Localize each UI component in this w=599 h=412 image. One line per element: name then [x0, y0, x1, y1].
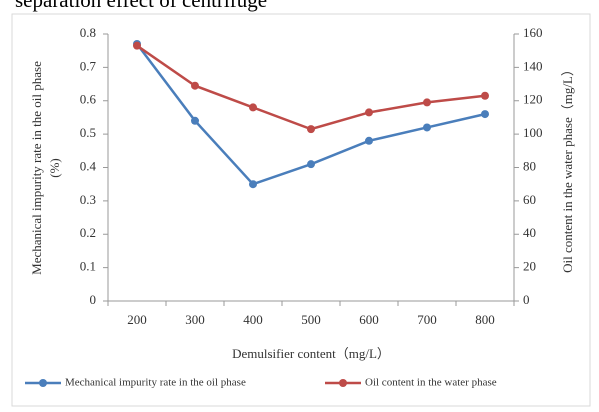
y-tick-label: 0.6	[80, 92, 97, 107]
x-tick-label: 700	[417, 312, 437, 327]
x-tick-label: 300	[185, 312, 205, 327]
y-axis-label: (%)	[47, 158, 62, 178]
data-point	[249, 103, 257, 112]
y-axis-label: Mechanical impurity rate in the oil phas…	[29, 61, 44, 275]
x-tick-label: 500	[301, 312, 321, 327]
y2-tick-label: 20	[523, 259, 536, 274]
legend-marker	[339, 379, 347, 387]
data-point	[423, 98, 431, 107]
y-tick-label: 0.3	[80, 192, 96, 207]
data-point	[249, 180, 257, 189]
data-point	[307, 160, 315, 169]
y2-axis-label: Oil content in the water phase（mg/L）	[560, 63, 575, 273]
data-point	[191, 81, 199, 90]
y2-tick-label: 120	[523, 92, 543, 107]
data-point	[133, 41, 141, 50]
x-tick-label: 200	[127, 312, 147, 327]
data-point	[423, 123, 431, 132]
legend-label: Oil content in the water phase	[365, 377, 497, 389]
chart-frame	[11, 13, 591, 407]
x-tick-label: 400	[243, 312, 263, 327]
chart-title: separation effect of centrifuge	[15, 0, 267, 12]
data-point	[191, 116, 199, 125]
y-tick-label: 0.4	[80, 158, 97, 173]
x-tick-label: 800	[475, 312, 495, 327]
y-tick-label: 0.7	[80, 58, 97, 73]
y-tick-label: 0	[90, 292, 97, 307]
y-tick-label: 0.5	[80, 125, 96, 140]
y2-tick-label: 40	[523, 225, 536, 240]
y2-tick-label: 0	[523, 292, 530, 307]
data-point	[365, 136, 373, 145]
legend-label: Mechanical impurity rate in the oil phas…	[65, 377, 246, 389]
y-tick-label: 0.2	[80, 225, 96, 240]
data-point	[307, 125, 315, 134]
x-tick-label: 600	[359, 312, 379, 327]
y2-tick-label: 60	[523, 192, 536, 207]
y2-tick-label: 80	[523, 158, 536, 173]
series-line	[136, 44, 486, 131]
y2-tick-label: 100	[523, 125, 543, 140]
y-tick-label: 0.1	[80, 259, 96, 274]
data-point	[481, 91, 489, 100]
y2-tick-label: 160	[523, 25, 543, 40]
y2-tick-label: 140	[523, 58, 543, 73]
data-point	[365, 108, 373, 117]
data-point	[481, 110, 489, 119]
legend-marker	[39, 379, 47, 387]
y-tick-label: 0.8	[80, 25, 96, 40]
x-axis-label: Demulsifier content（mg/L）	[232, 346, 390, 361]
